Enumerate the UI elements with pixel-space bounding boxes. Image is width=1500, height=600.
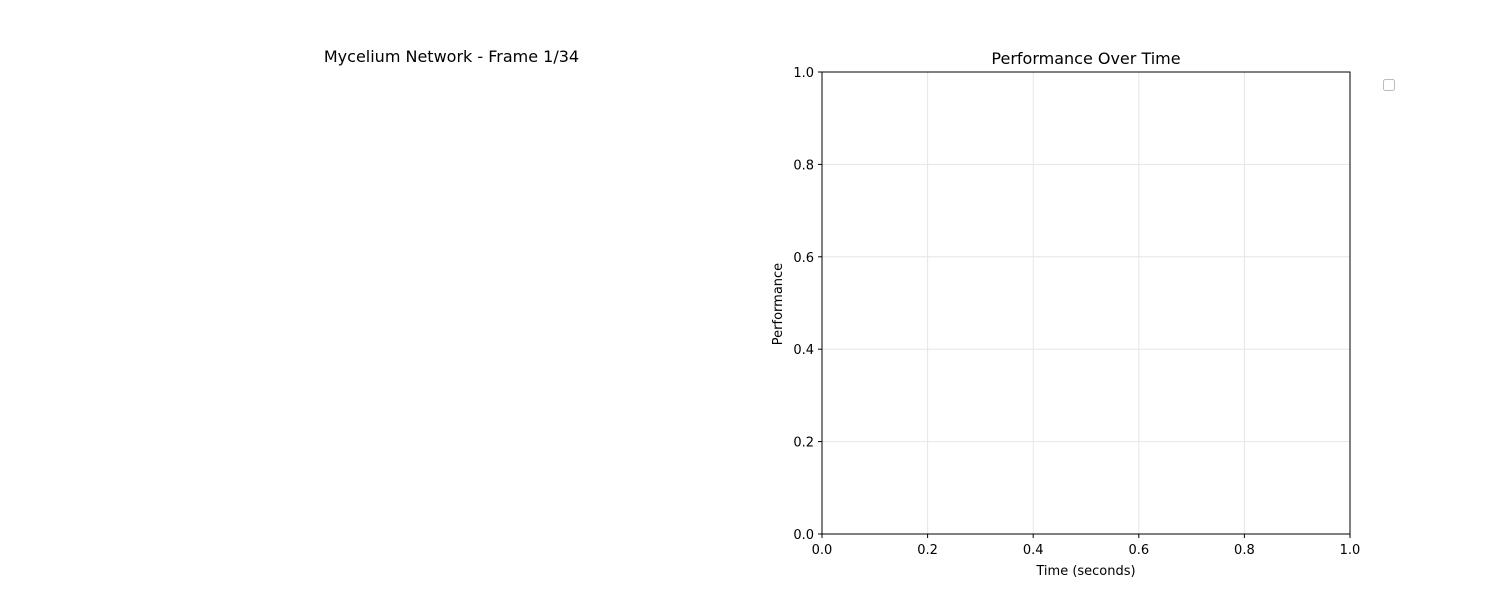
x-tick-label: 0.4 bbox=[1023, 543, 1044, 558]
y-tick-label: 0.4 bbox=[793, 343, 814, 358]
x-tick-label: 0.6 bbox=[1128, 543, 1149, 558]
x-tick-label: 0.8 bbox=[1234, 543, 1255, 558]
y-tick-label: 0.6 bbox=[793, 251, 814, 266]
network-frame-title: Mycelium Network - Frame 1/34 bbox=[323, 47, 580, 66]
plot-area-frame bbox=[821, 71, 1351, 535]
y-tick-label: 0.2 bbox=[793, 436, 814, 451]
y-tick-label: 0.8 bbox=[793, 158, 814, 173]
legend-box bbox=[1383, 79, 1395, 91]
x-tick-label: 1.0 bbox=[1340, 543, 1361, 558]
x-tick-label: 0.2 bbox=[917, 543, 938, 558]
x-axis-ticks: 0.0 0.2 0.4 0.6 0.8 1.0 bbox=[812, 534, 1361, 558]
y-axis-ticks: 0.0 0.2 0.4 0.6 0.8 1.0 bbox=[793, 66, 822, 543]
y-tick-label: 1.0 bbox=[793, 66, 814, 81]
x-axis-label: Time (seconds) bbox=[1035, 564, 1135, 579]
x-tick-label: 0.0 bbox=[812, 543, 833, 558]
chart-title: Performance Over Time bbox=[991, 49, 1180, 68]
y-axis-label: Performance bbox=[771, 263, 786, 345]
grid-lines bbox=[821, 71, 1351, 535]
y-tick-label: 0.0 bbox=[793, 528, 814, 543]
